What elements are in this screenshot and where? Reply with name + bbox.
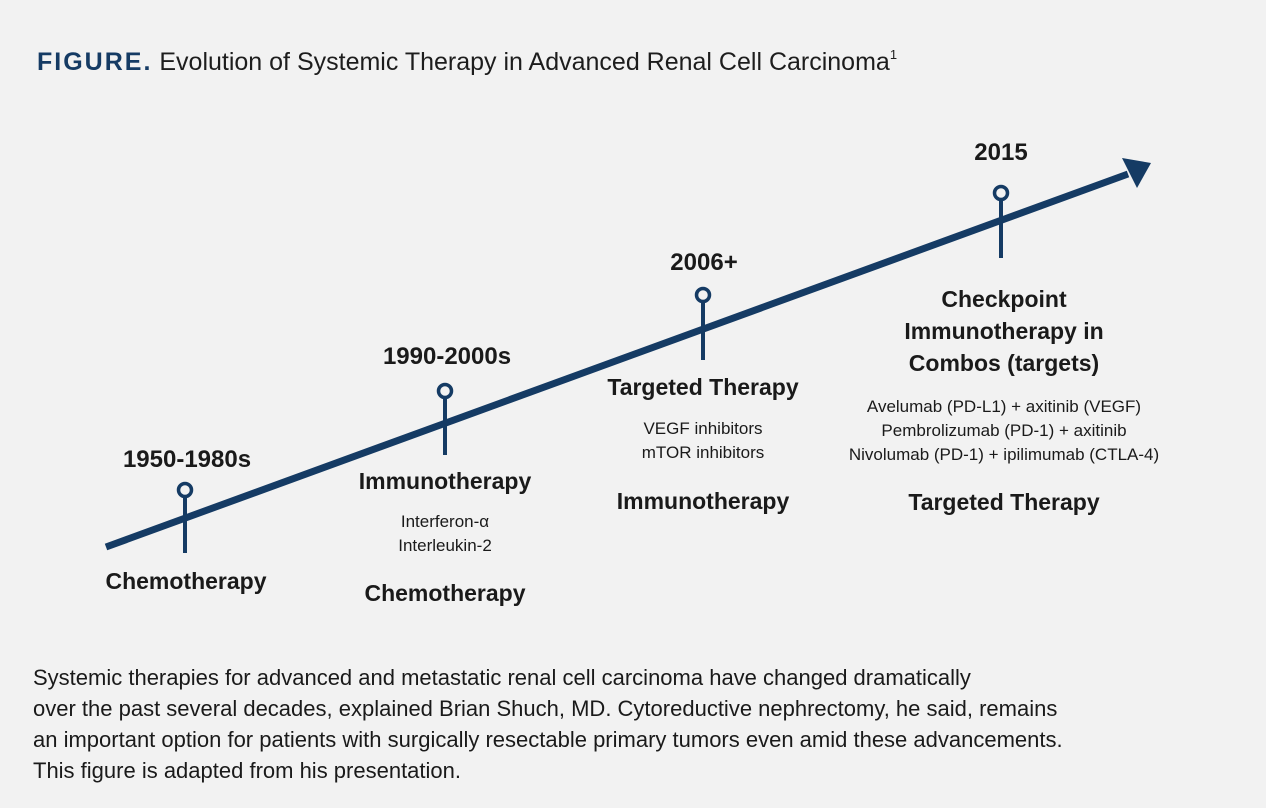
milestone-marker-1950 [176, 481, 194, 553]
therapy-examples-2015: Avelumab (PD-L1) + axitinib (VEGF) Pembr… [849, 395, 1159, 467]
checkpoint-line-1: Checkpoint [941, 286, 1067, 312]
caption-line: an important option for patients with su… [33, 727, 1063, 752]
example-interferon: Interferon-α [400, 512, 490, 531]
example-nivolumab: Nivolumab (PD-1) + ipilimumab (CTLA-4) [848, 445, 1160, 464]
caption-line: over the past several decades, explained… [33, 696, 1058, 721]
therapy-immunotherapy-1990: Immunotherapy [358, 468, 532, 494]
checkpoint-line-3: Combos (targets) [908, 350, 1100, 376]
example-pembrolizumab: Pembrolizumab (PD-1) + axitinib [881, 421, 1127, 440]
timeline-arrow-head [1122, 158, 1151, 188]
example-vegf-inhibitors: VEGF inhibitors [643, 419, 763, 438]
milestone-marker-1990 [436, 382, 454, 455]
milestone-year-1950: 1950-1980s [122, 446, 252, 473]
therapy-examples-1990: Interferon-α Interleukin-2 [398, 510, 492, 558]
example-interleukin: Interleukin-2 [398, 536, 492, 555]
therapy-targeted-2015: Targeted Therapy [908, 489, 1100, 515]
figure-label: FIGURE. [37, 48, 153, 76]
checkpoint-line-2: Immunotherapy in [904, 318, 1104, 344]
example-mtor-inhibitors: mTOR inhibitors [641, 443, 765, 462]
figure-title-text: Evolution of Systemic Therapy in Advance… [159, 48, 890, 76]
therapy-immunotherapy-2006: Immunotherapy [616, 488, 790, 514]
caption-line: Systemic therapies for advanced and meta… [33, 665, 971, 690]
figure-title: FIGURE. Evolution of Systemic Therapy in… [37, 47, 897, 77]
timeline-arrow-line [104, 170, 1130, 551]
caption-line: This figure is adapted from his presenta… [33, 758, 462, 783]
therapy-examples-2006: VEGF inhibitors mTOR inhibitors [642, 417, 765, 465]
figure-caption: Systemic therapies for advanced and meta… [33, 662, 1248, 786]
milestone-year-2006: 2006+ [670, 249, 738, 276]
therapy-chemotherapy-1950: Chemotherapy [105, 568, 267, 594]
milestone-marker-2015 [992, 184, 1010, 258]
therapy-checkpoint-2015: Checkpoint Immunotherapy in Combos (targ… [904, 283, 1103, 379]
example-avelumab: Avelumab (PD-L1) + axitinib (VEGF) [866, 397, 1142, 416]
footnote-marker: 1 [889, 47, 898, 62]
milestone-year-2015: 2015 [974, 139, 1028, 166]
milestone-marker-2006 [694, 286, 712, 360]
therapy-targeted-2006: Targeted Therapy [607, 374, 799, 400]
milestone-year-1990: 1990-2000s [382, 343, 512, 370]
therapy-chemotherapy-1990: Chemotherapy [364, 580, 526, 606]
